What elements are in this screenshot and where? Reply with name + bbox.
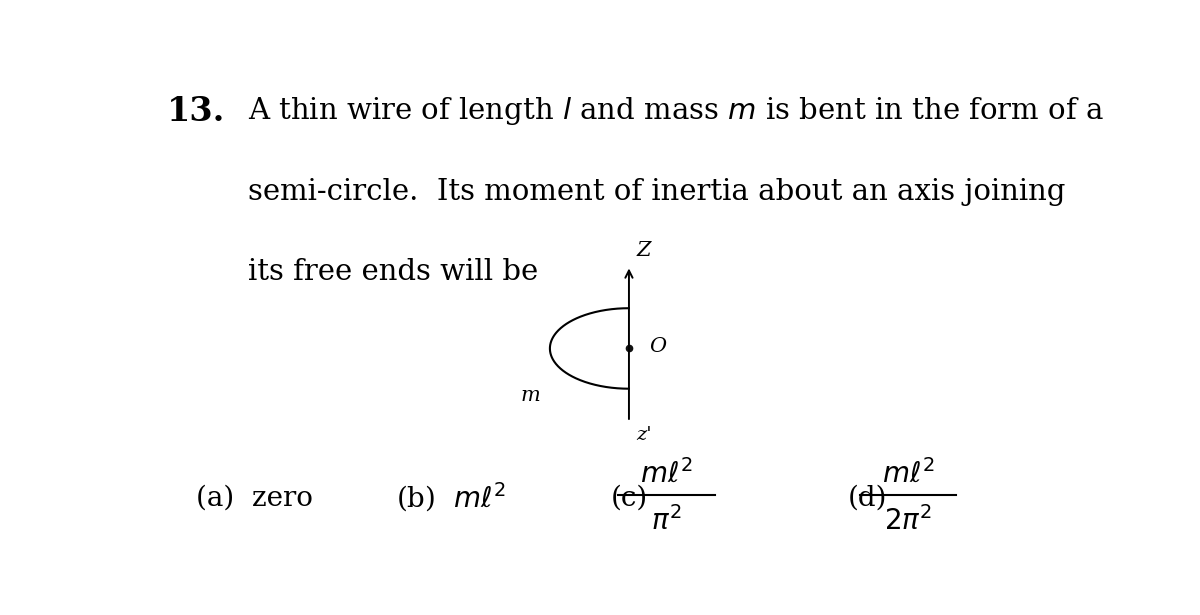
- Text: O: O: [649, 337, 666, 356]
- Text: z': z': [636, 426, 652, 443]
- Text: (c): (c): [611, 484, 648, 511]
- Text: (b)  $m\ell^2$: (b) $m\ell^2$: [396, 481, 506, 515]
- Text: (a)  zero: (a) zero: [197, 484, 313, 511]
- Text: m: m: [521, 386, 540, 405]
- Text: (d): (d): [847, 484, 887, 511]
- Text: $m\ell^2$: $m\ell^2$: [640, 459, 692, 488]
- Text: its free ends will be: its free ends will be: [247, 258, 538, 287]
- Text: semi-circle.  Its moment of inertia about an axis joining: semi-circle. Its moment of inertia about…: [247, 178, 1066, 206]
- Text: Z: Z: [636, 241, 650, 260]
- Text: $\pi^2$: $\pi^2$: [650, 506, 682, 536]
- Text: $m\ell^2$: $m\ell^2$: [882, 459, 935, 488]
- Text: 13.: 13.: [167, 95, 226, 128]
- Text: $2\pi^2$: $2\pi^2$: [884, 506, 932, 536]
- Text: A thin wire of length $l$ and mass $m$ is bent in the form of a: A thin wire of length $l$ and mass $m$ i…: [247, 95, 1104, 127]
